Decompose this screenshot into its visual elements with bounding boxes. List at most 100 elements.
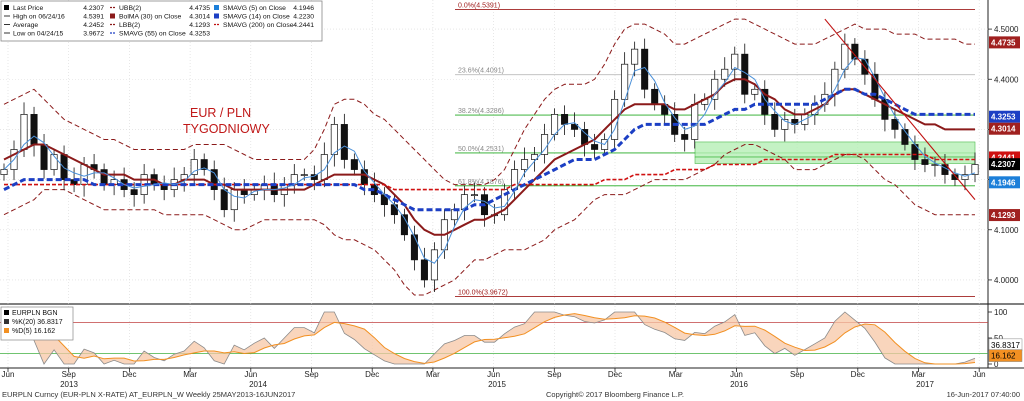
candle-body	[781, 119, 789, 130]
x-year-label: 2017	[916, 380, 934, 389]
chart-subtitle: TYGODNIOWY	[183, 122, 270, 136]
candle-body	[731, 53, 739, 70]
x-month-label: Sep	[790, 370, 805, 379]
candle-body	[60, 154, 68, 180]
candle-body	[390, 204, 398, 216]
price-badge-label: 4.2441	[991, 153, 1016, 162]
x-month-label: Dec	[122, 370, 136, 379]
x-month-label: Jun	[730, 370, 743, 379]
x-month-label: Mar	[183, 370, 197, 379]
candle-body	[831, 68, 839, 95]
price-badge	[989, 176, 1020, 189]
stoch-k-line	[3, 311, 976, 365]
x-year-label: 2015	[488, 380, 506, 389]
candle-body	[581, 129, 589, 145]
candle-body	[230, 189, 238, 211]
legend-value: 4.2230	[293, 14, 314, 21]
legend-label: Low on 04/24/15	[13, 31, 63, 38]
lower-y-tick-label: 0	[994, 360, 999, 369]
legend-value: 4.3014	[189, 14, 210, 21]
trendline	[824, 18, 976, 201]
lower-legend-swatch	[4, 319, 9, 324]
candle-body	[971, 164, 979, 175]
candle-body	[771, 114, 779, 130]
candle-body	[410, 234, 418, 261]
candle-body	[691, 103, 699, 140]
candle-body	[551, 114, 559, 135]
price-badge	[989, 36, 1020, 49]
legend-value: 4.1293	[189, 22, 210, 29]
fib-label: 23.6%(4.4091)	[458, 68, 504, 75]
candle-body	[961, 174, 969, 180]
legend-label: Average	[13, 22, 38, 29]
candle-body	[30, 114, 38, 145]
legend-label: SMAVG (5) on Close	[223, 5, 286, 12]
candle-body	[651, 88, 659, 105]
legend-label: UBB(2)	[119, 5, 141, 12]
candle-body	[721, 68, 729, 80]
lower-panel-bg	[0, 305, 988, 367]
price-badge	[989, 110, 1020, 123]
candle-body	[40, 144, 48, 170]
footer-source: EURPLN Curncy (EUR-PLN X-RATE) AT_EURPLN…	[2, 390, 296, 399]
x-month-label: Jun	[487, 370, 500, 379]
price-badge-label: 4.1293	[991, 211, 1016, 220]
legend-value: 4.2441	[293, 22, 314, 29]
fib-label: 0.0%(4.5391)	[458, 2, 500, 9]
x-month-label: Jun	[2, 370, 15, 379]
lower-legend-label: %K(20) 36.8317	[12, 319, 63, 326]
x-axis-labels: Jun Sep Dec Mar Jun Sep Dec Mar Jun Sep Dec Mar Jun S…	[2, 368, 986, 389]
x-month-label: Dec	[851, 370, 865, 379]
legend-box: Last Price 4.2307 High on 06/24/16 4.5391 Av…	[0, 0, 323, 42]
candle-body	[921, 159, 929, 165]
chart-title: EUR / PLN	[190, 106, 251, 120]
candle-body	[0, 169, 8, 175]
legend-value: 4.5391	[83, 14, 104, 21]
price-badge	[989, 122, 1020, 135]
candle-body	[50, 154, 58, 170]
candle-body	[100, 169, 108, 185]
candle-body	[841, 43, 849, 70]
footer-timestamp: 16-Jun-2017 07:40:00	[946, 390, 1020, 399]
lower-badge	[988, 349, 1023, 362]
price-badge-label: 4.1946	[991, 178, 1016, 187]
fib-label: 50.0%(4.2531)	[458, 146, 504, 153]
smavg-200-line	[4, 153, 975, 191]
lower-legend-swatch	[4, 310, 9, 315]
lower-bollinger-band	[3, 144, 975, 296]
candle-body	[320, 154, 328, 180]
lower-legend-label: EURPLN BGN	[12, 310, 58, 317]
legend-swatch	[4, 5, 9, 10]
legend-swatch	[214, 13, 219, 19]
footer-copyright: Copyright© 2017 Bloomberg Finance L.P.	[546, 390, 684, 399]
price-badge-label: 4.2307	[991, 160, 1016, 169]
x-month-label: Jun	[244, 370, 257, 379]
price-badge-label: 4.4735	[991, 38, 1016, 47]
fib-label: 61.8%(4.1876)	[458, 179, 504, 186]
fib-label: 100.0%(3.9672)	[458, 289, 508, 296]
stoch-d-line	[3, 313, 976, 365]
candle-body	[200, 159, 208, 170]
x-month-label: Sep	[62, 370, 77, 379]
x-month-label: Dec	[608, 370, 622, 379]
legend-label: SMAVG (200) on Close	[223, 22, 294, 29]
legend-swatch	[110, 13, 115, 19]
candle-body	[561, 114, 569, 125]
lower-badge-label: 36.8317	[991, 341, 1020, 350]
candle-body	[951, 174, 959, 180]
x-year-label: 2013	[60, 380, 78, 389]
price-badge-label: 4.3253	[991, 113, 1016, 122]
price-badge	[989, 209, 1020, 222]
lower-legend-label: %D(5) 16.162	[12, 328, 55, 335]
candle-body	[330, 124, 338, 155]
legend-value: 4.3253	[189, 31, 210, 38]
legend-value: 4.2307	[83, 5, 104, 12]
candle-body	[711, 78, 719, 100]
candle-body	[641, 48, 649, 90]
x-month-label: Mar	[426, 370, 440, 379]
candle-body	[430, 249, 438, 281]
lower-legend-swatch	[4, 328, 9, 333]
candle-body	[300, 174, 308, 176]
lower-badge-label: 16.162	[991, 352, 1016, 361]
